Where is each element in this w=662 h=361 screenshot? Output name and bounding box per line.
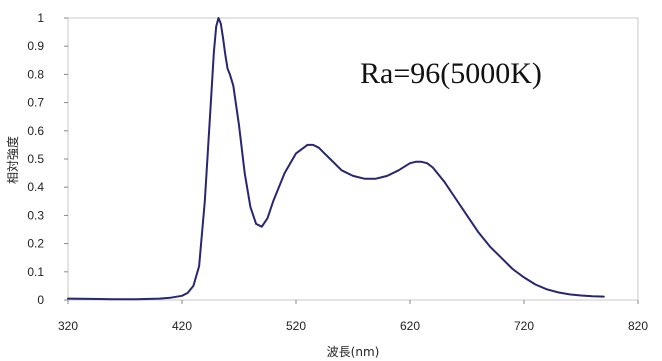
y-tick-label: 0.4	[27, 180, 44, 194]
ra-annotation: Ra=96(5000K)	[360, 57, 542, 90]
y-tick-label: 0.1	[27, 265, 44, 279]
x-tick-label: 720	[514, 319, 534, 333]
y-tick-label: 0.9	[27, 39, 44, 53]
x-tick-label: 420	[172, 319, 192, 333]
y-tick-label: 0.5	[27, 152, 44, 166]
x-axis-ticks: 320 420 520 620 720 820	[58, 300, 648, 333]
x-tick-label: 820	[628, 319, 648, 333]
y-axis-title: 相対強度	[5, 136, 20, 184]
plot-area	[67, 17, 639, 301]
y-tick-label: 0.6	[27, 124, 44, 138]
y-tick-label: 0.3	[27, 208, 44, 222]
series-line	[67, 17, 605, 301]
x-axis-title: 波長(nm)	[327, 345, 380, 359]
y-tick-label: 0.2	[27, 237, 44, 251]
y-tick-label: 0	[37, 293, 44, 307]
x-tick-label: 320	[58, 319, 78, 333]
x-tick-label: 620	[400, 319, 420, 333]
y-tick-label: 0.8	[27, 67, 44, 81]
y-tick-label: 0.7	[27, 96, 44, 110]
y-tick-label: 1	[37, 11, 44, 25]
x-tick-label: 520	[286, 319, 306, 333]
y-axis-ticks: 0 0.1 0.2 0.3 0.4 0.5 0.6 0.7 0.8 0.9 1	[27, 11, 68, 307]
